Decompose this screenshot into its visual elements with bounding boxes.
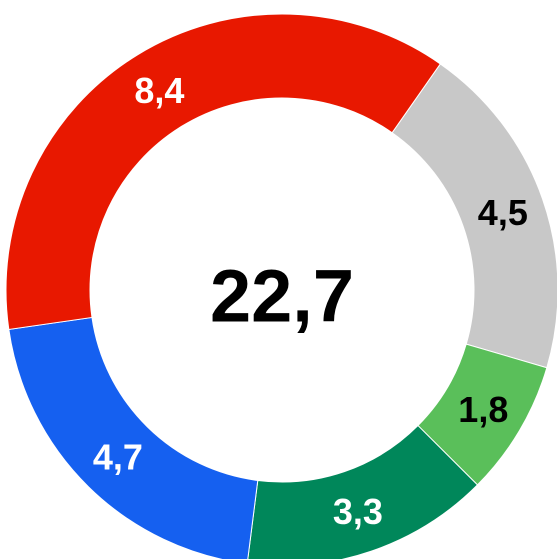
center-label: 22,7 [210,255,354,338]
donut-slice [5,13,442,331]
slice-label: 4,5 [478,192,528,233]
donut-slice [391,63,557,369]
donut-slice [247,424,479,559]
slice-label: 4,7 [93,436,143,477]
slice-label: 3,3 [333,491,383,532]
slice-label: 1,8 [458,389,508,430]
slice-label: 8,4 [134,70,184,111]
